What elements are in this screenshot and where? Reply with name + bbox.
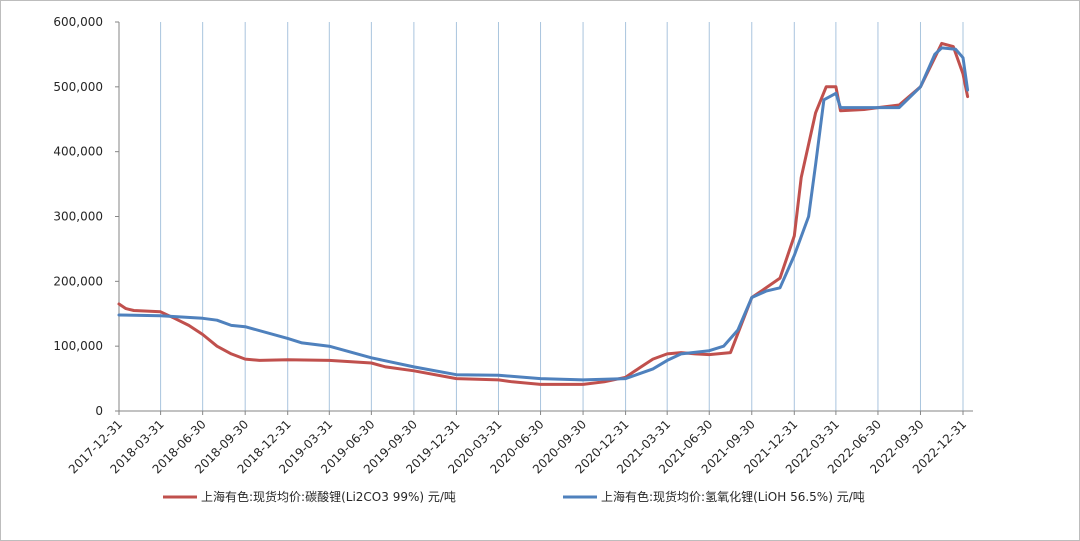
y-tick-label: 400,000: [53, 145, 103, 159]
y-tick-label: 600,000: [53, 15, 103, 29]
series-lines: [117, 41, 970, 386]
y-tick-label: 200,000: [53, 274, 103, 288]
y-tick-labels: 0 100,000 200,000 300,000 400,000 500,000 600,…: [53, 15, 103, 418]
legend: 上海有色:现货均价:碳酸锂(Li2CO3 99%) 元/吨 上海有色:现货均价:氢…: [163, 489, 865, 504]
y-tick-label: 300,000: [53, 210, 103, 224]
legend-label-2: 上海有色:现货均价:氢氧化锂(LiOH 56.5%) 元/吨: [601, 489, 865, 504]
vertical-gridlines: [160, 22, 964, 411]
y-tick-label: 500,000: [53, 80, 103, 94]
y-tick-label: 100,000: [53, 339, 103, 353]
x-tick-labels: 2017-12-312018-03-312018-06-302018-09-30…: [66, 417, 969, 476]
legend-label-1: 上海有色:现货均价:碳酸锂(Li2CO3 99%) 元/吨: [201, 489, 456, 504]
series-line-2: [117, 46, 970, 382]
axes: [115, 21, 973, 415]
y-tick-label: 0: [95, 404, 103, 418]
series-line-1: [117, 41, 970, 386]
